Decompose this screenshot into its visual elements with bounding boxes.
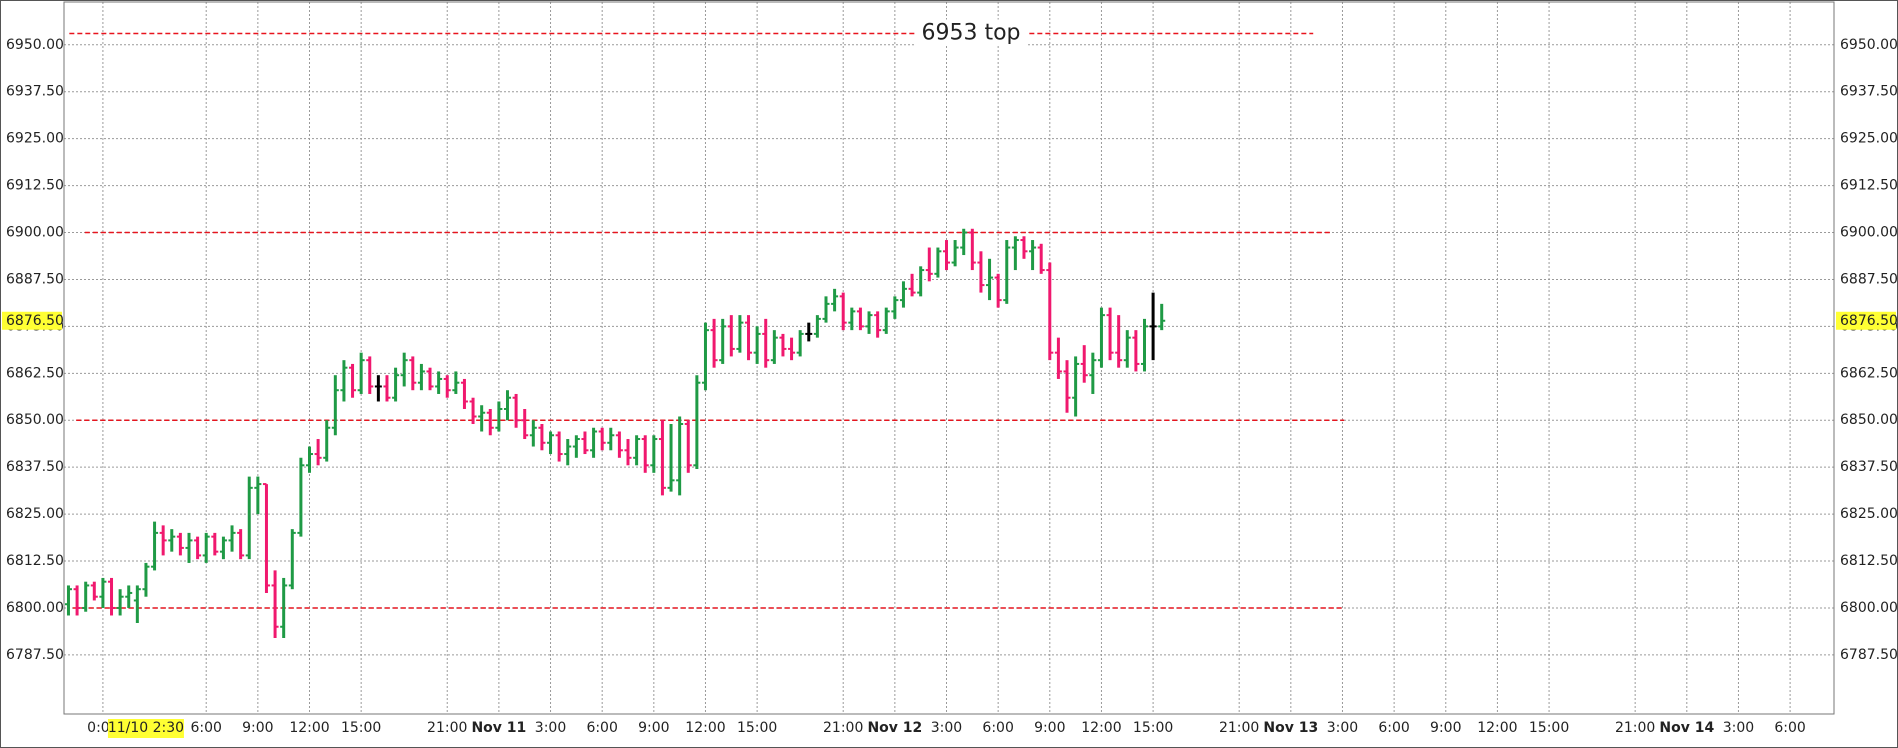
y-tick-label: 6800.00 bbox=[6, 600, 64, 616]
price-marker-bg-right bbox=[1836, 311, 1896, 330]
y-tick-label-right: 6787.50 bbox=[1840, 647, 1898, 663]
y-tick-label: 6825.00 bbox=[6, 506, 64, 522]
x-tick-label: 6:00 bbox=[982, 720, 1013, 736]
x-tick-label: 6:00 bbox=[1378, 720, 1409, 736]
x-tick-label: 12:00 bbox=[1081, 720, 1121, 736]
x-tick-label: 6:00 bbox=[1774, 720, 1805, 736]
x-tick-label: 21:00 bbox=[427, 720, 467, 736]
x-tick-label: 9:00 bbox=[1430, 720, 1461, 736]
y-tick-label: 6887.50 bbox=[6, 271, 64, 287]
x-tick-label: 15:00 bbox=[737, 720, 777, 736]
x-tick-label: 3:00 bbox=[535, 720, 566, 736]
y-tick-label: 6862.50 bbox=[6, 365, 64, 381]
x-tick-label: 15:00 bbox=[341, 720, 381, 736]
cursor-label: 11/10 2:30 bbox=[108, 720, 184, 736]
y-tick-label-right: 6937.50 bbox=[1840, 84, 1898, 100]
x-tick-label: 15:00 bbox=[1529, 720, 1569, 736]
x-tick-label: 12:00 bbox=[289, 720, 329, 736]
x-tick-label: 3:00 bbox=[931, 720, 962, 736]
x-tick-label: Nov 13 bbox=[1263, 720, 1318, 736]
grid bbox=[64, 2, 1834, 714]
level-label: 6953 top bbox=[921, 21, 1020, 46]
x-tick-label: 6:00 bbox=[190, 720, 221, 736]
x-tick-label: 3:00 bbox=[1327, 720, 1358, 736]
level-label-bg bbox=[915, 19, 1027, 46]
y-tick-label-right: 6825.00 bbox=[1840, 506, 1898, 522]
x-tick-label: 21:00 bbox=[1615, 720, 1655, 736]
y-tick-label-right: 6812.50 bbox=[1840, 553, 1898, 569]
y-tick-label-right: 6862.50 bbox=[1840, 365, 1898, 381]
y-tick-label: 6925.00 bbox=[6, 131, 64, 147]
y-tick-label-right: 6850.00 bbox=[1840, 412, 1898, 428]
x-tick-label: 15:00 bbox=[1133, 720, 1173, 736]
y-tick-label-right: 6800.00 bbox=[1840, 600, 1898, 616]
price-marker-label: 6876.50 bbox=[6, 313, 64, 329]
x-tick-label: 9:00 bbox=[1034, 720, 1065, 736]
x-tick-label: 21:00 bbox=[823, 720, 863, 736]
y-tick-label: 6837.50 bbox=[6, 459, 64, 475]
x-tick-label: 12:00 bbox=[1477, 720, 1517, 736]
x-tick-label: 3:00 bbox=[1723, 720, 1754, 736]
y-tick-label: 6900.00 bbox=[6, 225, 64, 241]
y-tick-label: 6912.50 bbox=[6, 178, 64, 194]
x-tick-label: Nov 14 bbox=[1659, 720, 1714, 736]
plot-frame bbox=[63, 1, 1835, 715]
bars bbox=[64, 228, 1166, 639]
y-tick-label-right: 6925.00 bbox=[1840, 131, 1898, 147]
y-tick-label: 6950.00 bbox=[6, 37, 64, 53]
price-marker-label-right: 6876.50 bbox=[1840, 313, 1898, 329]
y-tick-label: 6812.50 bbox=[6, 553, 64, 569]
axis-labels: 6787.50 6787.50 6800.00 6800.00 6812.50 6812.… bbox=[2, 37, 1898, 738]
x-tick-label: 6:00 bbox=[586, 720, 617, 736]
x-tick-label: 12:00 bbox=[685, 720, 725, 736]
cursor-label-bg bbox=[107, 719, 184, 738]
y-tick-label-right: 6887.50 bbox=[1840, 271, 1898, 287]
x-tick-label: 9:00 bbox=[638, 720, 669, 736]
y-tick-label: 6850.00 bbox=[6, 412, 64, 428]
price-marker-bg bbox=[2, 311, 62, 330]
y-tick-label: 6787.50 bbox=[6, 647, 64, 663]
y-tick-label-right: 6950.00 bbox=[1840, 37, 1898, 53]
x-tick-label: 21:00 bbox=[1219, 720, 1259, 736]
x-tick-label: Nov 12 bbox=[867, 720, 922, 736]
y-tick-label-right: 6912.50 bbox=[1840, 178, 1898, 194]
y-tick-label-right: 6900.00 bbox=[1840, 225, 1898, 241]
y-tick-label-right: 6837.50 bbox=[1840, 459, 1898, 475]
y-tick-label: 6937.50 bbox=[6, 84, 64, 100]
x-tick-label: 9:00 bbox=[242, 720, 273, 736]
x-tick-label: Nov 11 bbox=[471, 720, 526, 736]
